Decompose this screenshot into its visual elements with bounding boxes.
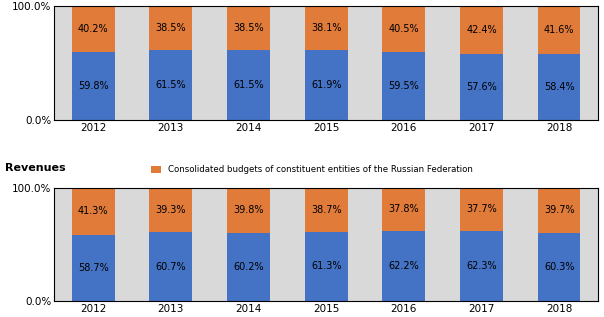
Text: 59.8%: 59.8%: [78, 81, 109, 91]
Bar: [150, 50, 192, 120]
Text: 60.3%: 60.3%: [544, 262, 574, 272]
Text: 39.7%: 39.7%: [544, 205, 574, 215]
Bar: [382, 188, 425, 231]
Text: 41.3%: 41.3%: [78, 206, 109, 216]
Text: 61.5%: 61.5%: [233, 80, 264, 90]
Text: 60.7%: 60.7%: [156, 262, 186, 272]
Bar: [538, 54, 580, 120]
Text: 61.5%: 61.5%: [156, 80, 186, 90]
Bar: [72, 52, 115, 120]
Text: 60.2%: 60.2%: [233, 262, 264, 272]
Text: 61.9%: 61.9%: [311, 80, 341, 90]
Bar: [150, 6, 192, 50]
Bar: [538, 6, 580, 54]
Text: 38.5%: 38.5%: [156, 23, 186, 33]
Bar: [305, 232, 347, 301]
Text: 57.6%: 57.6%: [466, 82, 497, 92]
Text: 37.7%: 37.7%: [466, 204, 497, 214]
Text: 38.7%: 38.7%: [311, 205, 341, 215]
Bar: [72, 6, 115, 52]
Text: Revenues: Revenues: [5, 163, 65, 173]
Bar: [305, 6, 347, 49]
Text: 40.5%: 40.5%: [388, 24, 419, 34]
Bar: [72, 188, 115, 235]
Bar: [382, 231, 425, 301]
Bar: [460, 55, 503, 120]
Text: 39.8%: 39.8%: [233, 205, 264, 215]
Bar: [227, 188, 270, 233]
Text: 62.2%: 62.2%: [388, 261, 419, 271]
Bar: [227, 6, 270, 50]
Text: 39.3%: 39.3%: [156, 205, 186, 215]
Bar: [538, 188, 580, 233]
Bar: [150, 188, 192, 232]
Text: 38.5%: 38.5%: [233, 23, 264, 33]
Bar: [72, 235, 115, 301]
Bar: [227, 233, 270, 301]
Bar: [460, 6, 503, 55]
Bar: [382, 52, 425, 120]
Bar: [538, 233, 580, 301]
Bar: [305, 188, 347, 232]
Text: 40.2%: 40.2%: [78, 24, 109, 34]
Text: 58.7%: 58.7%: [78, 263, 109, 273]
Legend: Consolidated budgets of constituent entities of the Russian Federation: Consolidated budgets of constituent enti…: [151, 165, 473, 174]
Bar: [150, 232, 192, 301]
Text: 58.4%: 58.4%: [544, 81, 574, 92]
Bar: [460, 188, 503, 230]
Bar: [227, 50, 270, 120]
Text: 37.8%: 37.8%: [388, 204, 419, 214]
Text: 38.1%: 38.1%: [311, 23, 341, 33]
Text: 61.3%: 61.3%: [311, 262, 341, 271]
Bar: [460, 230, 503, 301]
Bar: [382, 6, 425, 52]
Text: 42.4%: 42.4%: [466, 25, 496, 36]
Text: 62.3%: 62.3%: [466, 261, 496, 271]
Text: 41.6%: 41.6%: [544, 25, 574, 35]
Text: 59.5%: 59.5%: [388, 81, 419, 91]
Bar: [305, 49, 347, 120]
